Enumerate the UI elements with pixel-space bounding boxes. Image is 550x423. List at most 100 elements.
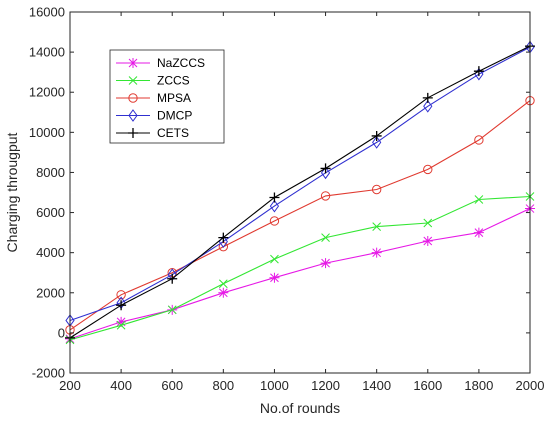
- data-point-dmcp-shape: [372, 136, 382, 149]
- data-point-cets-shape: [218, 232, 229, 243]
- series-line-dmcp: [69, 46, 531, 322]
- series-line-nazccs: [69, 208, 531, 340]
- data-point-cets-shape: [269, 192, 280, 203]
- data-point-zccs-shape: [167, 305, 177, 315]
- data-point-cets-shape: [116, 300, 127, 311]
- data-point-nazccs: [422, 236, 433, 247]
- data-point-mpsa: [269, 216, 280, 226]
- legend-marker-mpsa-shape: [128, 93, 138, 103]
- series-layer: [65, 40, 535, 345]
- data-point-mpsa: [423, 164, 433, 175]
- data-point-nazccs: [269, 272, 280, 283]
- data-point-nazccs: [473, 227, 484, 238]
- data-point-cets: [473, 66, 484, 77]
- y-tick-label: 14000: [29, 45, 65, 60]
- data-point-dmcp: [372, 136, 382, 149]
- legend-marker-mpsa: [128, 93, 138, 103]
- legend-label-zccs: ZCCS: [157, 74, 190, 88]
- data-point-zccs-shape: [474, 195, 484, 204]
- legend-marker-cets-shape: [128, 128, 138, 138]
- data-point-nazccs: [371, 247, 382, 258]
- data-point-zccs-shape: [423, 218, 433, 228]
- legend-item-dmcp: DMCP: [116, 109, 192, 123]
- data-point-zccs-shape: [116, 320, 126, 330]
- data-point-zccs: [116, 320, 126, 330]
- x-tick-label: 400: [110, 378, 132, 393]
- data-point-dmcp-shape: [269, 199, 280, 213]
- data-point-mpsa-shape: [423, 164, 433, 175]
- data-point-zccs: [167, 305, 177, 315]
- y-axis-label: Charging througput: [4, 132, 20, 252]
- data-point-cets-shape: [473, 66, 484, 77]
- legend-marker-dmcp: [128, 109, 138, 122]
- series-line-cets: [69, 45, 531, 339]
- y-tick-label: 8000: [36, 165, 65, 180]
- legend-marker-nazccs-shape: [128, 58, 138, 68]
- x-tick-label: 1400: [362, 378, 391, 393]
- legend-label-mpsa: MPSA: [157, 91, 191, 105]
- data-point-mpsa: [320, 191, 331, 201]
- x-tick-label: 200: [59, 378, 81, 393]
- x-tick-label: 1000: [260, 378, 289, 393]
- data-point-mpsa: [371, 184, 382, 195]
- data-point-cets-shape: [422, 92, 433, 103]
- x-tick-label: 600: [161, 378, 183, 393]
- x-tick-label: 1800: [464, 378, 493, 393]
- data-point-cets: [371, 130, 382, 141]
- data-point-mpsa: [116, 290, 126, 300]
- legend-marker-zccs-shape: [128, 76, 138, 85]
- legend-label-nazccs: NaZCCS: [157, 56, 205, 70]
- y-tick-label: 12000: [29, 85, 65, 100]
- data-point-zccs-shape: [270, 254, 279, 264]
- legend-item-zccs: ZCCS: [116, 74, 190, 88]
- y-tick-label: -2000: [32, 366, 65, 381]
- x-tick-label: 2000: [516, 378, 545, 393]
- data-point-zccs: [270, 254, 279, 264]
- series-mpsa: [65, 95, 535, 335]
- data-point-cets: [320, 163, 331, 174]
- x-axis-label: No.of rounds: [260, 400, 340, 416]
- legend-item-cets: CETS: [116, 126, 189, 140]
- legend-marker-cets: [128, 128, 138, 138]
- y-tick-label: 0: [58, 325, 65, 340]
- y-axis: -2000 0 2000 4000 6000 8000 10000 12000 14000 160…: [29, 5, 530, 381]
- data-point-zccs: [423, 218, 433, 228]
- data-point-nazccs: [218, 287, 229, 298]
- data-point-nazccs: [320, 258, 331, 269]
- data-point-dmcp: [269, 199, 280, 213]
- x-axis: 200 400 600 800 1000 1200 1400 1600 1800 2000: [59, 12, 544, 393]
- data-point-cets: [167, 273, 178, 284]
- data-point-cets: [422, 92, 433, 103]
- x-tick-label: 1200: [311, 378, 340, 393]
- data-point-cets: [116, 300, 127, 311]
- data-point-cets-shape: [320, 163, 331, 174]
- data-point-mpsa-shape: [474, 135, 484, 145]
- data-point-mpsa-shape: [371, 184, 382, 195]
- data-point-mpsa: [474, 135, 484, 145]
- legend-label-dmcp: DMCP: [157, 109, 192, 123]
- data-point-nazccs-shape: [422, 236, 433, 247]
- data-point-zccs: [218, 279, 228, 289]
- y-tick-label: 4000: [36, 245, 65, 260]
- series-line-zccs: [69, 195, 531, 341]
- data-point-nazccs-shape: [473, 227, 484, 238]
- legend: NaZCCS ZCCS MPSA DMCP CETS: [109, 49, 225, 144]
- data-point-nazccs-shape: [218, 287, 229, 298]
- data-point-zccs: [321, 233, 330, 242]
- legend-marker-dmcp-shape: [128, 109, 138, 122]
- data-point-nazccs-shape: [371, 247, 382, 258]
- data-point-zccs-shape: [372, 222, 382, 231]
- data-point-cets-shape: [167, 273, 178, 284]
- data-point-zccs-shape: [321, 233, 330, 242]
- y-tick-label: 16000: [29, 5, 65, 20]
- data-point-dmcp: [423, 99, 433, 113]
- y-tick-label: 10000: [29, 125, 65, 140]
- data-point-nazccs-shape: [269, 272, 280, 283]
- data-point-zccs-shape: [218, 279, 228, 289]
- y-tick-label: 2000: [36, 285, 65, 300]
- data-point-dmcp: [320, 166, 331, 180]
- data-point-nazccs-shape: [116, 316, 127, 327]
- x-tick-label: 800: [212, 378, 234, 393]
- legend-label-cets: CETS: [157, 126, 189, 140]
